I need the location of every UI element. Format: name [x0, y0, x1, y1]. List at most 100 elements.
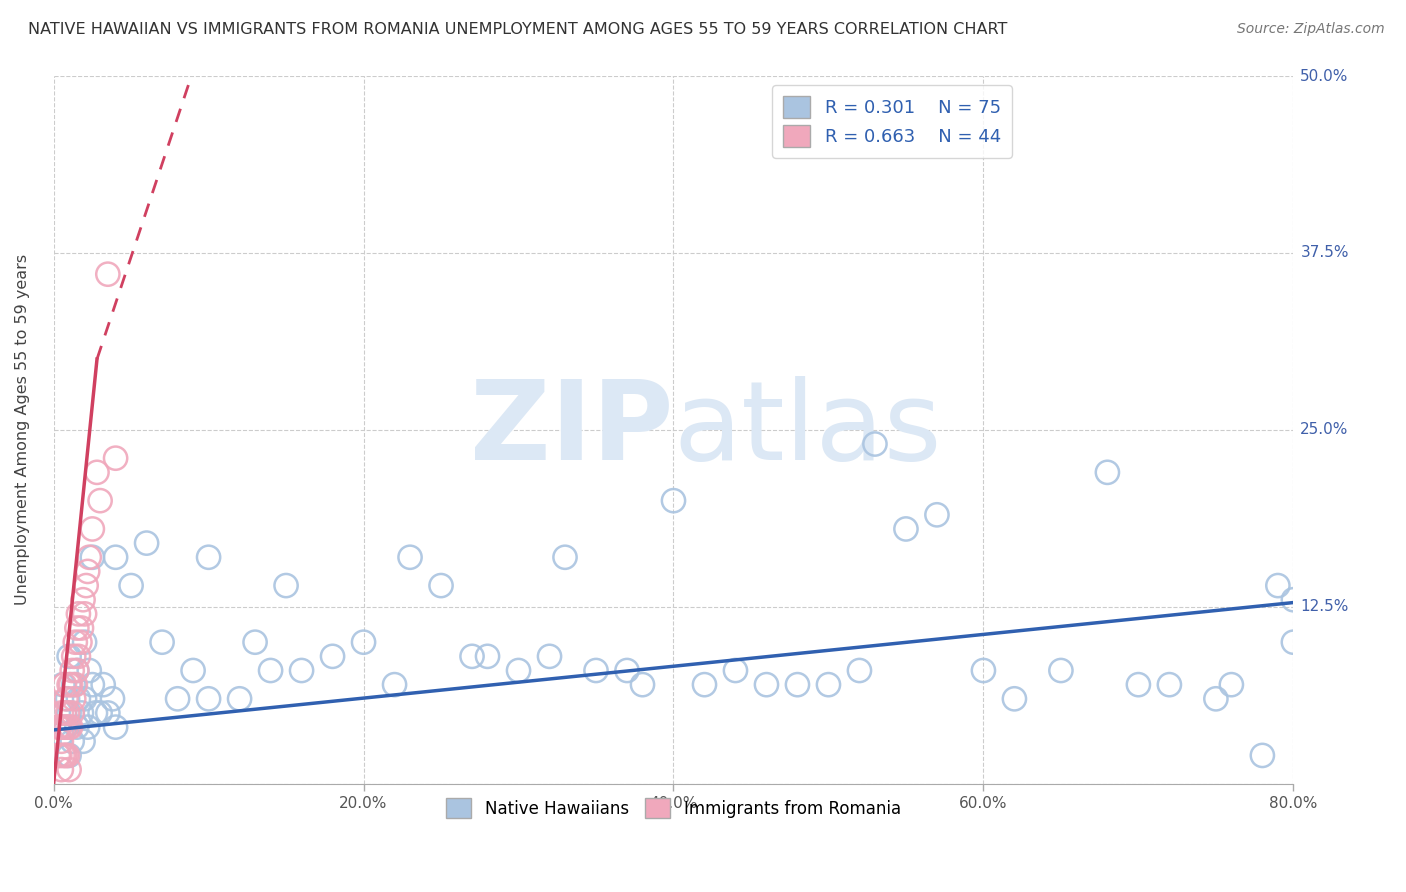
Point [554, 550, 576, 565]
Point [82, 678, 104, 692]
Point [1282, 635, 1305, 649]
Text: 50.0%: 50.0% [1301, 69, 1348, 84]
Point [53, 706, 76, 720]
Point [46, 720, 69, 734]
Point [58, 720, 80, 734]
Point [73, 635, 96, 649]
Point [51, 734, 73, 748]
Point [353, 635, 375, 649]
Point [384, 678, 406, 692]
Point [55, 720, 77, 734]
Point [631, 678, 654, 692]
Point [259, 664, 281, 678]
Point [52, 748, 75, 763]
Point [1205, 691, 1227, 706]
Point [430, 578, 453, 592]
Point [46, 748, 69, 763]
Point [135, 536, 157, 550]
Point [693, 678, 716, 692]
Text: Source: ZipAtlas.com: Source: ZipAtlas.com [1237, 22, 1385, 37]
Point [228, 691, 250, 706]
Point [243, 635, 266, 649]
Point [1251, 748, 1274, 763]
Point [1220, 678, 1243, 692]
Text: ZIP: ZIP [470, 376, 673, 483]
Point [60, 664, 83, 678]
Point [399, 550, 422, 565]
Point [70, 621, 93, 635]
Point [51, 763, 73, 777]
Point [166, 691, 188, 706]
Point [66, 621, 89, 635]
Text: 37.5%: 37.5% [1301, 245, 1348, 260]
Point [104, 550, 127, 565]
Point [49, 720, 72, 734]
Point [52, 678, 75, 692]
Point [66, 664, 89, 678]
Point [58, 763, 80, 777]
Point [73, 607, 96, 621]
Point [786, 678, 808, 692]
Point [894, 522, 917, 536]
Point [97, 706, 120, 720]
Point [51, 727, 73, 741]
Point [120, 578, 142, 592]
Point [1282, 592, 1305, 607]
Point [66, 720, 89, 734]
Point [65, 635, 87, 649]
Point [56, 706, 79, 720]
Point [62, 691, 84, 706]
Point [76, 565, 98, 579]
Point [65, 678, 87, 692]
Point [1050, 664, 1073, 678]
Point [181, 664, 204, 678]
Point [82, 522, 104, 536]
Point [59, 720, 82, 734]
Point [1128, 678, 1150, 692]
Point [89, 493, 111, 508]
Point [197, 691, 219, 706]
Point [461, 649, 484, 664]
Point [70, 706, 93, 720]
Point [67, 691, 90, 706]
Point [55, 748, 77, 763]
Point [53, 706, 76, 720]
Text: 12.5%: 12.5% [1301, 599, 1348, 615]
Point [55, 720, 77, 734]
Text: NATIVE HAWAIIAN VS IMMIGRANTS FROM ROMANIA UNEMPLOYMENT AMONG AGES 55 TO 59 YEAR: NATIVE HAWAIIAN VS IMMIGRANTS FROM ROMAN… [28, 22, 1008, 37]
Point [755, 678, 778, 692]
Point [817, 678, 839, 692]
Point [1267, 578, 1289, 592]
Point [76, 720, 98, 734]
Point [1097, 466, 1119, 480]
Point [60, 734, 83, 748]
Text: atlas: atlas [673, 376, 942, 483]
Point [585, 664, 607, 678]
Point [60, 706, 83, 720]
Point [508, 664, 530, 678]
Point [101, 691, 124, 706]
Point [290, 664, 312, 678]
Point [848, 664, 870, 678]
Point [49, 748, 72, 763]
Point [59, 678, 82, 692]
Point [52, 720, 75, 734]
Point [197, 550, 219, 565]
Point [58, 649, 80, 664]
Point [55, 691, 77, 706]
Point [73, 691, 96, 706]
Point [86, 466, 108, 480]
Point [58, 678, 80, 692]
Point [51, 706, 73, 720]
Point [322, 649, 344, 664]
Point [662, 493, 685, 508]
Point [72, 734, 94, 748]
Point [72, 592, 94, 607]
Point [53, 748, 76, 763]
Point [1002, 691, 1025, 706]
Point [104, 720, 127, 734]
Point [56, 691, 79, 706]
Point [67, 607, 90, 621]
Point [925, 508, 948, 522]
Legend: Native Hawaiians, Immigrants from Romania: Native Hawaiians, Immigrants from Romani… [440, 791, 907, 825]
